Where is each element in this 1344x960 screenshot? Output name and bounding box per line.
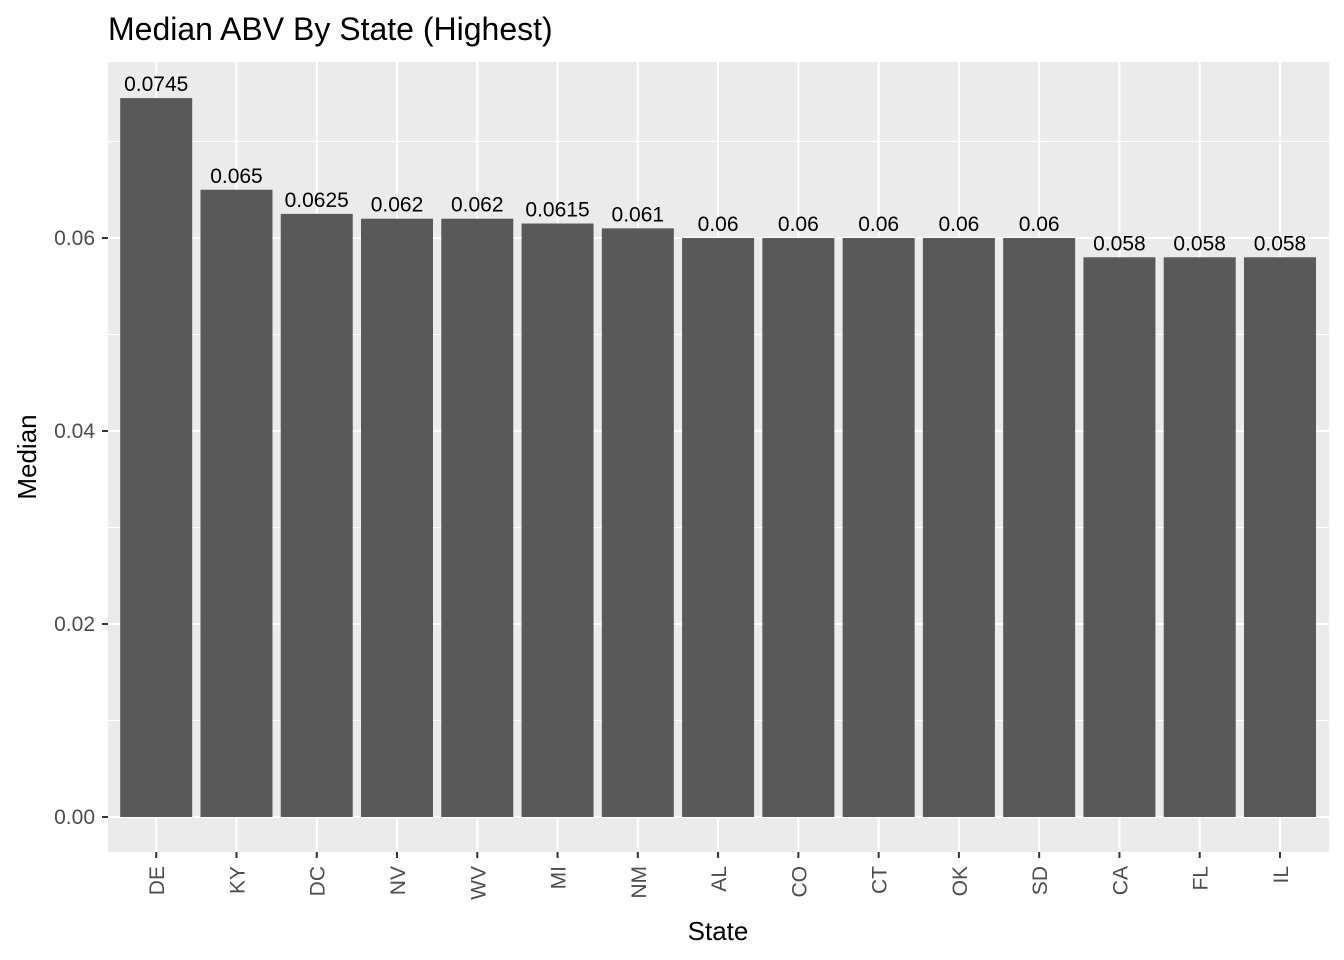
bar-sd — [1003, 238, 1076, 817]
bar-wv — [441, 218, 514, 817]
data-label-ca: 0.058 — [1093, 232, 1146, 255]
x-tick-label-nv: NV — [387, 866, 410, 895]
data-label-ct: 0.06 — [858, 213, 899, 236]
x-tick-label-al: AL — [708, 866, 731, 892]
data-label-de: 0.0745 — [124, 73, 188, 96]
y-tick-label: 0.06 — [54, 227, 95, 250]
data-label-ok: 0.06 — [938, 213, 979, 236]
data-labels: 0.0745 0.065 0.0625 0.062 0.062 0.0615 0.061 0.… — [124, 73, 1306, 255]
data-label-nv: 0.062 — [371, 194, 424, 217]
data-label-nm: 0.061 — [612, 203, 665, 226]
data-label-fl: 0.058 — [1173, 232, 1226, 255]
bar-ca — [1083, 257, 1156, 817]
bar-ky — [200, 189, 273, 817]
data-label-co: 0.06 — [778, 213, 819, 236]
x-tick-label-ok: OK — [949, 866, 972, 896]
bar-ct — [842, 238, 915, 817]
bar-fl — [1163, 257, 1236, 817]
x-tick-label-fl: FL — [1190, 866, 1213, 891]
data-label-sd: 0.06 — [1019, 213, 1060, 236]
chart-title: Median ABV By State (Highest) — [108, 11, 553, 47]
x-tick-label-dc: DC — [307, 866, 330, 896]
data-label-dc: 0.0625 — [285, 189, 349, 212]
data-label-al: 0.06 — [698, 213, 739, 236]
bar-nv — [361, 218, 434, 817]
x-tick-label-sd: SD — [1029, 866, 1052, 895]
x-tick-label-mi: MI — [548, 866, 571, 889]
y-tick-label: 0.00 — [54, 806, 95, 829]
y-tick-label: 0.04 — [54, 420, 95, 443]
x-axis-title: State — [688, 916, 749, 946]
bar-de — [120, 98, 193, 817]
x-tick-label-nm: NM — [628, 866, 651, 899]
x-tick-label-ky: KY — [226, 866, 249, 894]
data-label-mi: 0.0615 — [525, 199, 589, 222]
data-label-wv: 0.062 — [451, 194, 504, 217]
data-label-ky: 0.065 — [210, 165, 263, 188]
x-tick-label-co: CO — [788, 866, 811, 898]
y-tick-label: 0.02 — [54, 613, 95, 636]
x-tick-label-il: IL — [1270, 866, 1293, 884]
bar-ok — [922, 238, 995, 817]
bar-nm — [601, 228, 674, 818]
bar-mi — [521, 223, 594, 817]
x-tick-label-wv: WV — [467, 866, 490, 900]
x-tick-label-ca: CA — [1109, 866, 1132, 895]
y-axis-title: Median — [12, 414, 42, 499]
x-axis: DE KY DC NV WV MI NM AL CO CT OK SD CA FL IL — [146, 852, 1293, 900]
bar-dc — [280, 213, 353, 817]
x-tick-label-de: DE — [146, 866, 169, 895]
data-label-il: 0.058 — [1254, 232, 1307, 255]
bars — [120, 98, 1316, 818]
x-tick-label-ct: CT — [869, 866, 892, 894]
bar-al — [682, 238, 755, 817]
bar-il — [1243, 257, 1316, 817]
y-axis: 0.00 0.02 0.04 0.06 — [54, 227, 108, 829]
bar-co — [762, 238, 835, 817]
